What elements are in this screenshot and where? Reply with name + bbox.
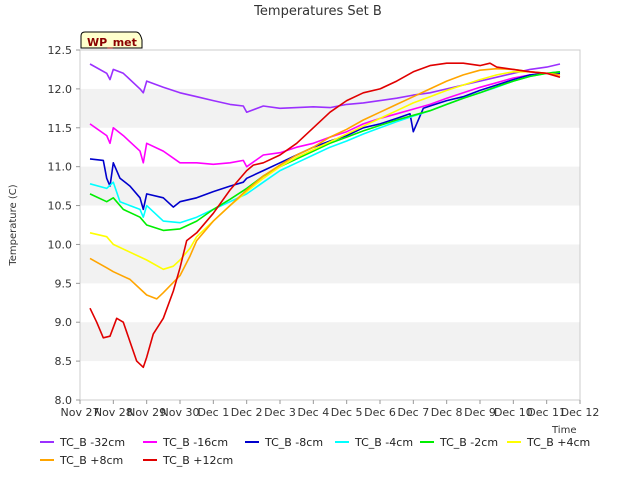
- grid-band: [80, 322, 580, 362]
- y-axis-label: Temperature (C): [8, 184, 19, 266]
- y-tick-label: 12.0: [48, 83, 73, 96]
- grid-band: [80, 244, 580, 284]
- legend-item: TC_B -32cm: [40, 436, 125, 449]
- x-tick-label: Dec 10: [494, 406, 533, 419]
- y-axis-ticks: 8.0 8.5 9.0 9.5 10.0 10.5 11.0 11.5 12.0 12.5: [48, 44, 80, 407]
- series-lines: [89, 62, 561, 369]
- y-tick-label: 9.5: [55, 277, 73, 290]
- badge-label: WP_met: [87, 36, 137, 49]
- legend-item: TC_B -8cm: [245, 436, 323, 449]
- y-tick-label: 12.5: [48, 44, 73, 57]
- legend-label: TC_B +4cm: [526, 436, 590, 449]
- legend-label: TC_B -16cm: [162, 436, 228, 449]
- x-tick-label: Dec 1: [197, 406, 229, 419]
- legend-label: TC_B +12cm: [162, 454, 233, 467]
- y-tick-label: 8.0: [55, 394, 73, 407]
- series-line-tc-b-8cm: [89, 67, 561, 300]
- badge-background: [80, 31, 143, 49]
- x-tick-label: Nov 28: [94, 406, 133, 419]
- y-tick-label: 11.0: [48, 161, 73, 174]
- legend-label: TC_B -2cm: [439, 436, 498, 449]
- x-tick-label: Dec 7: [397, 406, 429, 419]
- legend-label: TC_B -8cm: [264, 436, 323, 449]
- series-line-tc-b-12cm: [89, 62, 561, 369]
- legend-label: TC_B +8cm: [59, 454, 123, 467]
- grid-bands: [80, 88, 580, 362]
- plot-frame: [79, 49, 581, 401]
- legend: TC_B -32cm TC_B -16cm TC_B -8cm TC_B -4cm TC…: [40, 436, 590, 467]
- y-tick-label: 11.5: [48, 122, 73, 135]
- y-tick-label: 10.0: [48, 238, 73, 251]
- y-tick-label: 8.5: [55, 355, 73, 368]
- wp-met-badge: WP_met: [80, 31, 143, 49]
- series-line-tc-b-2cm: [89, 71, 561, 232]
- x-tick-label: Dec 2: [231, 406, 263, 419]
- series-line-tc-b-8cm: [89, 72, 560, 211]
- y-tick-label: 9.0: [55, 316, 73, 329]
- legend-item: TC_B -2cm: [420, 436, 498, 449]
- legend-label: TC_B -32cm: [59, 436, 125, 449]
- x-tick-label: Dec 6: [364, 406, 396, 419]
- y-tick-label: 10.5: [48, 200, 73, 213]
- grid-band: [80, 166, 580, 206]
- x-tick-label: Dec 4: [297, 406, 329, 419]
- legend-label: TC_B -4cm: [354, 436, 413, 449]
- legend-item: TC_B +4cm: [507, 436, 590, 449]
- legend-item: TC_B +12cm: [143, 454, 233, 467]
- chart-title: Temperatures Set B: [253, 4, 382, 19]
- legend-item: TC_B +8cm: [40, 454, 123, 467]
- x-tick-label: Dec 11: [527, 406, 566, 419]
- legend-item: TC_B -4cm: [335, 436, 413, 449]
- x-tick-label: Nov 29: [127, 406, 166, 419]
- x-tick-label: Nov 30: [161, 406, 200, 419]
- series-line-tc-b-4cm: [89, 71, 561, 271]
- x-axis-label: Time: [551, 425, 576, 436]
- x-tick-label: Dec 5: [331, 406, 363, 419]
- x-tick-label: Nov 27: [61, 406, 100, 419]
- x-tick-label: Dec 3: [264, 406, 296, 419]
- x-tick-label: Dec 9: [464, 406, 496, 419]
- legend-item: TC_B -16cm: [143, 436, 228, 449]
- x-tick-label: Dec 8: [431, 406, 463, 419]
- x-tick-label: Dec 12: [561, 406, 600, 419]
